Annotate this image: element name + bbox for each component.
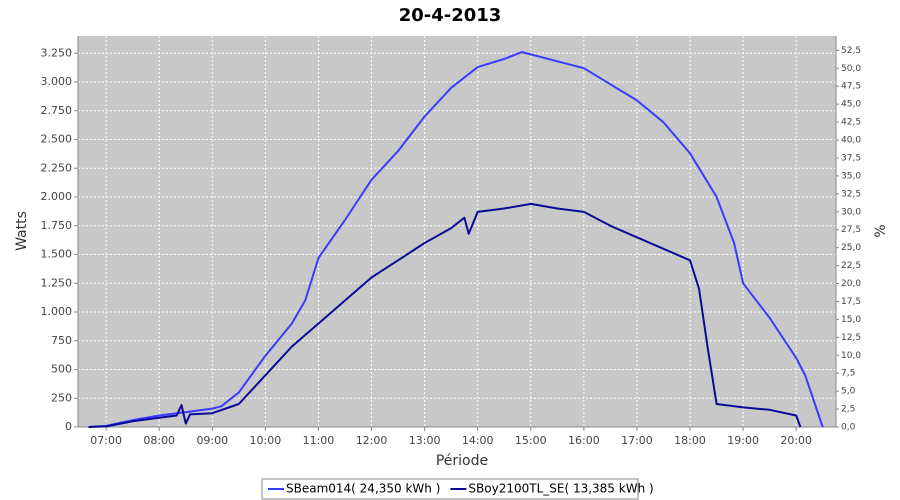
y2-tick-label: 0,0	[841, 423, 856, 433]
x-tick-label: 18:00	[674, 434, 706, 447]
y-tick-label: 1.000	[41, 305, 73, 318]
y2-tick-label: 45,0	[841, 100, 861, 110]
y2-tick-label: 22,5	[841, 261, 861, 271]
x-tick-label: 16:00	[568, 434, 600, 447]
y-tick-label: 2.500	[41, 133, 73, 146]
x-axis-title: Période	[436, 453, 488, 469]
y2-axis-title: %	[873, 224, 889, 237]
y-tick-label: 250	[51, 391, 72, 404]
y-tick-label: 750	[51, 334, 72, 347]
x-tick-label: 19:00	[727, 434, 759, 447]
y2-tick-label: 10,0	[841, 351, 861, 361]
x-tick-label: 09:00	[196, 434, 228, 447]
y2-tick-label: 50,0	[841, 64, 861, 74]
y-tick-label: 1.750	[41, 219, 73, 232]
y-tick-label: 1.500	[41, 248, 73, 261]
y-tick-label: 500	[51, 363, 72, 376]
y2-tick-label: 32,5	[841, 189, 861, 199]
y2-tick-label: 35,0	[841, 171, 861, 181]
y-tick-label: 2.750	[41, 104, 73, 117]
y-tick-label: 0	[65, 420, 72, 433]
y-axis-title: Watts	[14, 211, 30, 251]
y2-tick-label: 17,5	[841, 297, 861, 307]
legend-box	[261, 478, 639, 500]
x-tick-label: 10:00	[250, 434, 282, 447]
y-tick-label: 3.250	[41, 46, 73, 59]
y-tick-label: 2.250	[41, 161, 73, 174]
x-tick-label: 15:00	[515, 434, 547, 447]
x-tick-label: 14:00	[462, 434, 494, 447]
y-tick-label: 1.250	[41, 276, 73, 289]
x-tick-label: 08:00	[143, 434, 175, 447]
y2-tick-label: 2,5	[841, 405, 855, 415]
y2-tick-label: 5,0	[841, 387, 856, 397]
y2-tick-label: 47,5	[841, 82, 861, 92]
y2-tick-label: 27,5	[841, 225, 861, 235]
x-tick-label: 12:00	[356, 434, 388, 447]
y2-tick-label: 25,0	[841, 243, 861, 253]
legend-label: SBoy2100TL_SE( 13,385 kWh )	[468, 482, 653, 496]
y-tick-label: 2.000	[41, 190, 73, 203]
series-line	[88, 51, 824, 428]
x-tick-label: 20:00	[780, 434, 812, 447]
y2-tick-label: 30,0	[841, 207, 861, 217]
y2-tick-label: 15,0	[841, 315, 861, 325]
series-line	[88, 202, 802, 428]
y2-tick-label: 40,0	[841, 136, 861, 146]
y2-tick-label: 20,0	[841, 279, 861, 289]
x-tick-label: 13:00	[409, 434, 441, 447]
x-tick-label: 07:00	[90, 434, 122, 447]
plot-area	[78, 36, 836, 427]
x-tick-label: 11:00	[303, 434, 335, 447]
x-tick-label: 17:00	[621, 434, 653, 447]
y2-tick-label: 37,5	[841, 153, 861, 163]
chart-title: 20-4-2013	[399, 5, 502, 26]
y2-tick-label: 7,5	[841, 369, 855, 379]
y2-tick-label: 12,5	[841, 333, 861, 343]
y2-tick-label: 42,5	[841, 118, 861, 128]
y-tick-label: 3.000	[41, 75, 73, 88]
y2-tick-label: 52,5	[841, 46, 861, 56]
legend-label: SBeam014( 24,350 kWh )	[286, 482, 440, 496]
